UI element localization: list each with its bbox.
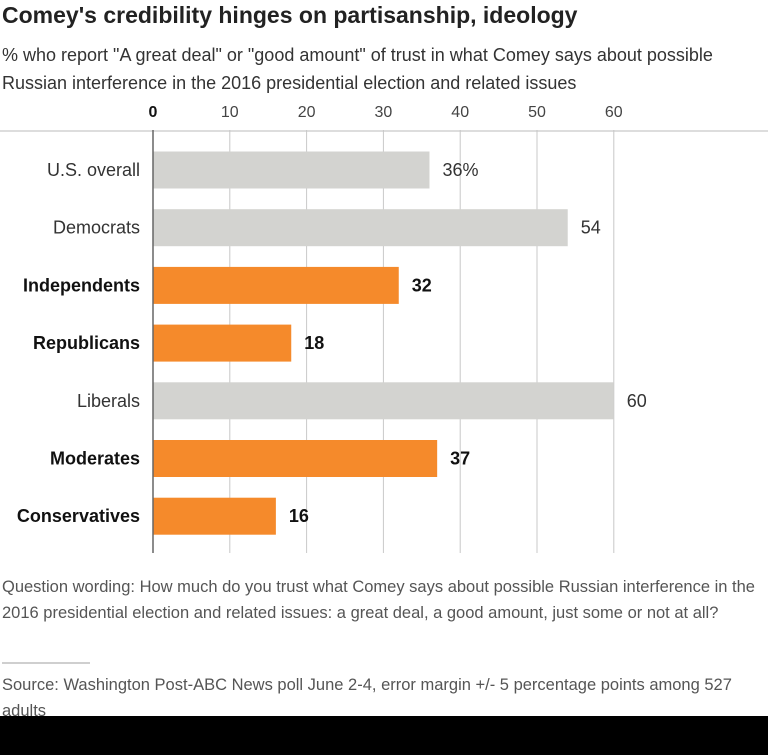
bar [153, 209, 568, 247]
value-label: 37 [450, 449, 470, 469]
value-label: 60 [627, 391, 647, 411]
bar [153, 324, 292, 362]
value-label: 16 [289, 506, 309, 526]
category-label: Democrats [53, 218, 140, 238]
value-label: 36% [442, 160, 478, 180]
bar [153, 440, 438, 477]
footer-divider [2, 662, 90, 664]
category-label: U.S. overall [47, 160, 140, 180]
x-tick-label: 30 [375, 104, 393, 121]
bottom-bar [0, 716, 768, 755]
bar [153, 497, 276, 535]
x-tick-label: 10 [221, 104, 239, 121]
category-label: Independents [23, 275, 140, 295]
category-label: Liberals [77, 391, 140, 411]
x-tick-label: 40 [451, 104, 469, 121]
chart-title: Comey's credibility hinges on partisansh… [2, 2, 578, 28]
x-tick-label: 60 [605, 104, 623, 121]
category-label: Republicans [33, 333, 140, 353]
bar [153, 382, 614, 420]
bar-chart: 0 10 20 30 40 50 60 U.S. overall 36% Democrats 54 I… [0, 104, 768, 553]
category-label: Conservatives [17, 506, 140, 526]
chart-subtitle: % who report "A great deal" or "good amo… [2, 45, 713, 93]
bar [153, 266, 399, 304]
bar [153, 151, 430, 189]
x-tick-label: 0 [149, 104, 158, 121]
value-label: 18 [304, 333, 324, 353]
source-note: Source: Washington Post-ABC News poll Ju… [2, 676, 732, 720]
value-label: 32 [412, 275, 432, 295]
x-tick-label: 50 [528, 104, 546, 121]
x-tick-label: 20 [298, 104, 316, 121]
category-label: Moderates [50, 449, 140, 469]
value-label: 54 [581, 218, 601, 238]
question-wording: Question wording: How much do you trust … [2, 578, 755, 622]
